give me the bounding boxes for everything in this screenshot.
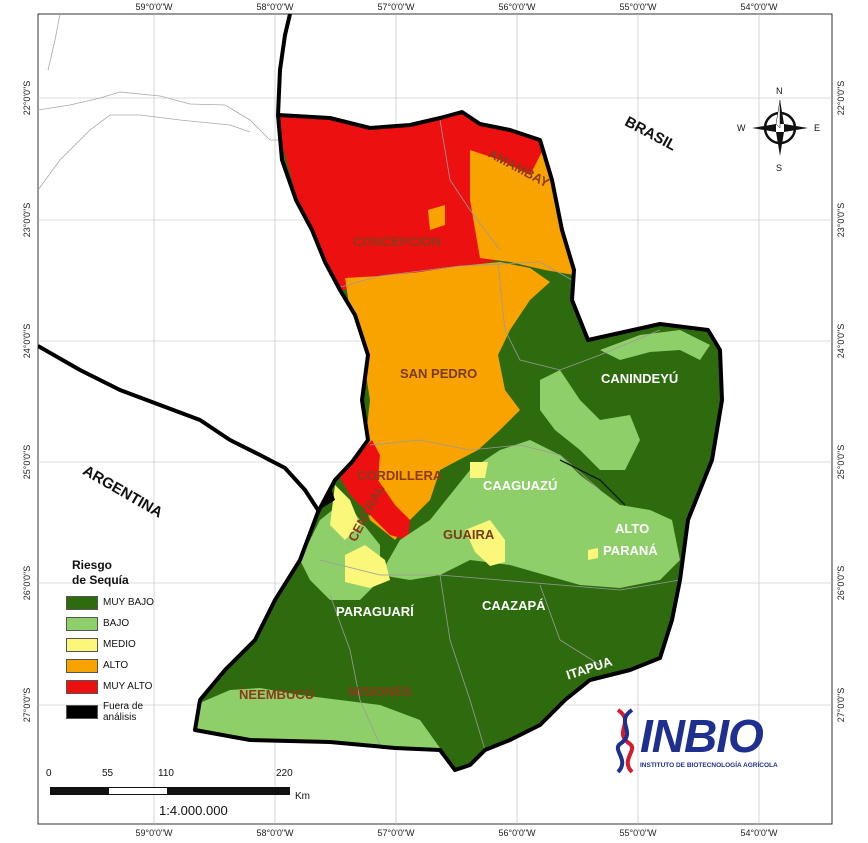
scale-tick-55: 55 [102,768,114,779]
risk-zone-bajo [380,440,680,588]
legend-swatch [66,679,98,694]
legend-item: Fuera de análisis [66,697,176,727]
right-tick-label: 26°0'0"S [836,566,846,601]
top-tick-labels: 59°0'0"W 58°0'0"W 57°0'0"W 56°0'0"W 55°0'0"W… [135,2,778,12]
logo-name: INBIO [640,710,764,762]
region-label-misiones: MISIONES [348,684,412,699]
region-label-canindeyu: CANINDEYÚ [601,371,678,386]
left-tick-label: 24°0'0"S [22,324,32,359]
international-borders [38,14,320,512]
legend-swatch [66,658,98,673]
legend-label: ALTO [103,660,129,671]
risk-zone-medio [330,485,360,540]
region-label-neembucu: ÑEEMBUCÚ [239,687,314,702]
logo-subtitle: INSTITUTO DE BIOTECNOLOGÍA AGRÍCOLA [640,762,778,769]
scale-tick-110: 110 [158,768,174,779]
legend-swatch [66,705,98,719]
legend-item: MEDIO [66,634,176,655]
scale-ratio: 1:4.000.000 [159,803,228,818]
bottom-tick-labels: 59°0'0"W 58°0'0"W 57°0'0"W 56°0'0"W 55°0'0"W… [135,828,778,838]
top-tick-label: 57°0'0"W [377,2,415,12]
compass-e: E [814,123,820,133]
right-tick-labels: 22°0'0"S 23°0'0"S 24°0'0"S 25°0'0"S 26°0'0"S… [836,81,846,723]
scale-tick-0: 0 [46,768,52,779]
top-tick-label: 54°0'0"W [740,2,778,12]
legend-label: Fuera de análisis [103,701,144,723]
region-label-caazapa: CAAZAPÁ [482,598,546,613]
neighbor-boundaries [38,14,290,191]
scale-tick-220: 220 [276,768,293,779]
right-tick-label: 24°0'0"S [836,324,846,359]
risk-zone-muy-alto-cordillera [340,440,410,540]
left-tick-label: 27°0'0"S [22,688,32,723]
dna-helix-icon [616,708,634,774]
bottom-tick-label: 56°0'0"W [498,828,536,838]
bottom-tick-label: 54°0'0"W [740,828,778,838]
top-tick-label: 55°0'0"W [619,2,657,12]
left-tick-label: 22°0'0"S [22,81,32,116]
legend-label: BAJO [103,618,130,629]
scale-bar: 0 55 110 220 Km 1:4.000.000 [44,768,324,823]
scale-segment [50,787,108,795]
left-tick-label: 26°0'0"S [22,566,32,601]
risk-zone-alto [345,262,550,540]
legend-swatch [66,637,98,652]
legend-label: MUY BAJO [103,597,154,608]
left-tick-label: 23°0'0"S [22,203,32,238]
region-label-alto-parana-line2: PARANÁ [603,543,658,558]
legend-label: MUY ALTO [103,681,153,692]
north-arrow: N S E W [737,86,820,173]
region-label-guaira: GUAIRA [443,527,495,542]
right-tick-label: 23°0'0"S [836,203,846,238]
bottom-tick-label: 59°0'0"W [135,828,173,838]
region-label-caaguazu: CAAGUAZÚ [483,478,557,493]
region-label-san-pedro: SAN PEDRO [400,366,477,381]
legend-item: BAJO [66,613,176,634]
compass-n: N [776,86,783,96]
region-label-alto-parana-line1: ALTO [615,521,649,536]
bottom-tick-label: 57°0'0"W [377,828,415,838]
bottom-tick-label: 58°0'0"W [256,828,294,838]
river [559,459,626,506]
legend-items: MUY BAJO BAJO MEDIO ALTO MUY ALTO Fuera de an… [66,592,176,727]
legend-item: ALTO [66,655,176,676]
legend: Riesgo de Sequía MUY BAJO BAJO MEDIO ALTO MU… [66,558,176,727]
risk-zone-alto-amambay [470,140,574,275]
scale-unit: Km [295,791,310,802]
inbio-logo: INBIO INSTITUTO DE BIOTECNOLOGÍA AGRÍCOL… [610,708,800,774]
right-tick-label: 25°0'0"S [836,445,846,480]
top-tick-label: 59°0'0"W [135,2,173,12]
compass-s: S [776,163,782,173]
left-tick-label: 25°0'0"S [22,445,32,480]
legend-swatch [66,595,98,610]
scale-segment [108,787,168,795]
region-label-cordillera: CORDILLERA [357,468,443,483]
paraguay-oriental [193,110,724,772]
right-tick-label: 27°0'0"S [836,688,846,723]
right-tick-label: 22°0'0"S [836,81,846,116]
legend-label: MEDIO [103,639,136,650]
scale-segment [168,787,290,795]
top-tick-label: 56°0'0"W [498,2,536,12]
legend-item: MUY BAJO [66,592,176,613]
top-tick-label: 58°0'0"W [256,2,294,12]
region-label-paraguari: PARAGUARÍ [336,604,414,619]
legend-swatch [66,616,98,631]
legend-title: Riesgo de Sequía [72,558,129,587]
left-tick-labels: 22°0'0"S 23°0'0"S 24°0'0"S 25°0'0"S 26°0'0"S… [22,81,32,723]
bottom-tick-label: 55°0'0"W [619,828,657,838]
region-label-concepcion: CONCEPCION [353,234,441,249]
compass-w: W [737,123,746,133]
legend-item: MUY ALTO [66,676,176,697]
